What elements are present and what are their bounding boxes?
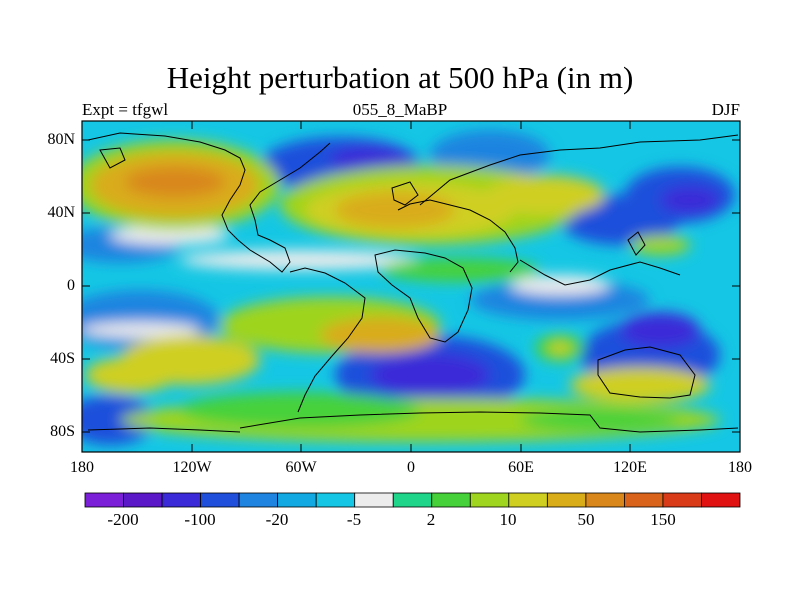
lon-label-120w: 120W — [172, 459, 212, 476]
contour-field — [82, 121, 740, 452]
colorbar-box — [624, 492, 664, 508]
lat-label-40s: 40S — [50, 350, 75, 367]
axis-ticks — [82, 121, 740, 452]
colorbar-label: 50 — [577, 510, 595, 529]
colorbar-box — [431, 492, 471, 508]
colorbar-label: -20 — [265, 510, 289, 529]
lon-label-180w: 180 — [70, 459, 94, 476]
colorbar-label: 10 — [499, 510, 517, 529]
colorbar-box — [701, 492, 741, 508]
coastlines — [87, 132, 739, 433]
colorbar-label: 2 — [426, 510, 436, 529]
colorbar-box — [469, 492, 510, 508]
time-label: 055_8_MaBP — [352, 100, 448, 119]
lat-label-0: 0 — [67, 277, 75, 294]
colorbar-label: -100 — [184, 510, 216, 529]
colorbar-box — [238, 492, 279, 508]
lon-label-60e: 60E — [508, 459, 534, 476]
colorbar-box — [84, 492, 124, 508]
lat-label-80n: 80N — [47, 131, 75, 148]
experiment-label: Expt = tfgwl — [82, 100, 169, 119]
colorbar-label: -5 — [346, 510, 362, 529]
colorbar-box — [200, 492, 240, 508]
colorbar-box — [123, 492, 163, 508]
lon-label-0: 0 — [407, 459, 415, 476]
lon-label-120e: 120E — [613, 459, 647, 476]
colorbar-box — [546, 492, 587, 508]
colorbar-box — [354, 492, 394, 508]
lon-label-180e: 180 — [728, 459, 752, 476]
season-label: DJF — [711, 100, 740, 119]
colorbar-box — [315, 492, 356, 508]
lat-label-80s: 80S — [50, 423, 75, 440]
colorbar-label: 150 — [650, 510, 676, 529]
colorbar-box — [585, 492, 625, 508]
colorbar-box — [392, 492, 433, 508]
lat-label-40n: 40N — [47, 204, 75, 221]
colorbar-label: -200 — [107, 510, 139, 529]
colorbar-box — [161, 492, 201, 508]
colorbar-box — [277, 492, 317, 508]
colorbar-box — [508, 492, 548, 508]
colorbar — [84, 492, 741, 508]
lon-label-60w: 60W — [285, 459, 317, 476]
plot-title: Height perturbation at 500 hPa (in m) — [166, 60, 634, 95]
colorbar-box — [662, 492, 702, 508]
